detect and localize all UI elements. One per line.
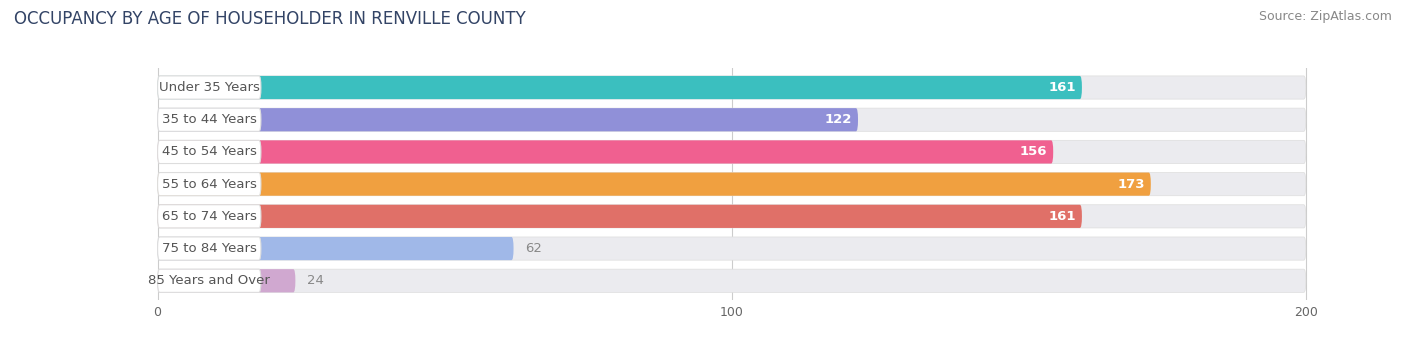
Text: 161: 161 bbox=[1049, 81, 1076, 94]
FancyBboxPatch shape bbox=[157, 269, 262, 292]
FancyBboxPatch shape bbox=[157, 76, 1306, 99]
Text: 161: 161 bbox=[1049, 210, 1076, 223]
FancyBboxPatch shape bbox=[157, 269, 1306, 292]
Text: OCCUPANCY BY AGE OF HOUSEHOLDER IN RENVILLE COUNTY: OCCUPANCY BY AGE OF HOUSEHOLDER IN RENVI… bbox=[14, 10, 526, 28]
FancyBboxPatch shape bbox=[157, 140, 262, 164]
FancyBboxPatch shape bbox=[157, 108, 262, 131]
FancyBboxPatch shape bbox=[157, 140, 1053, 164]
FancyBboxPatch shape bbox=[157, 173, 1152, 196]
FancyBboxPatch shape bbox=[157, 205, 262, 228]
FancyBboxPatch shape bbox=[157, 140, 1306, 164]
FancyBboxPatch shape bbox=[157, 237, 513, 260]
Text: 55 to 64 Years: 55 to 64 Years bbox=[162, 178, 257, 191]
FancyBboxPatch shape bbox=[157, 237, 262, 260]
FancyBboxPatch shape bbox=[157, 205, 1083, 228]
FancyBboxPatch shape bbox=[157, 173, 262, 196]
FancyBboxPatch shape bbox=[157, 237, 1306, 260]
FancyBboxPatch shape bbox=[157, 108, 858, 131]
Text: 85 Years and Over: 85 Years and Over bbox=[148, 274, 270, 287]
FancyBboxPatch shape bbox=[157, 76, 1083, 99]
Text: Under 35 Years: Under 35 Years bbox=[159, 81, 260, 94]
Text: 75 to 84 Years: 75 to 84 Years bbox=[162, 242, 257, 255]
FancyBboxPatch shape bbox=[157, 108, 1306, 131]
Text: 62: 62 bbox=[524, 242, 541, 255]
Text: 35 to 44 Years: 35 to 44 Years bbox=[162, 113, 257, 126]
FancyBboxPatch shape bbox=[157, 205, 1306, 228]
FancyBboxPatch shape bbox=[157, 76, 262, 99]
Text: 24: 24 bbox=[307, 274, 323, 287]
Text: Source: ZipAtlas.com: Source: ZipAtlas.com bbox=[1258, 10, 1392, 23]
Text: 173: 173 bbox=[1118, 178, 1144, 191]
FancyBboxPatch shape bbox=[157, 269, 295, 292]
Text: 122: 122 bbox=[825, 113, 852, 126]
FancyBboxPatch shape bbox=[157, 173, 1306, 196]
Text: 156: 156 bbox=[1019, 145, 1047, 159]
Text: 65 to 74 Years: 65 to 74 Years bbox=[162, 210, 257, 223]
Text: 45 to 54 Years: 45 to 54 Years bbox=[162, 145, 257, 159]
